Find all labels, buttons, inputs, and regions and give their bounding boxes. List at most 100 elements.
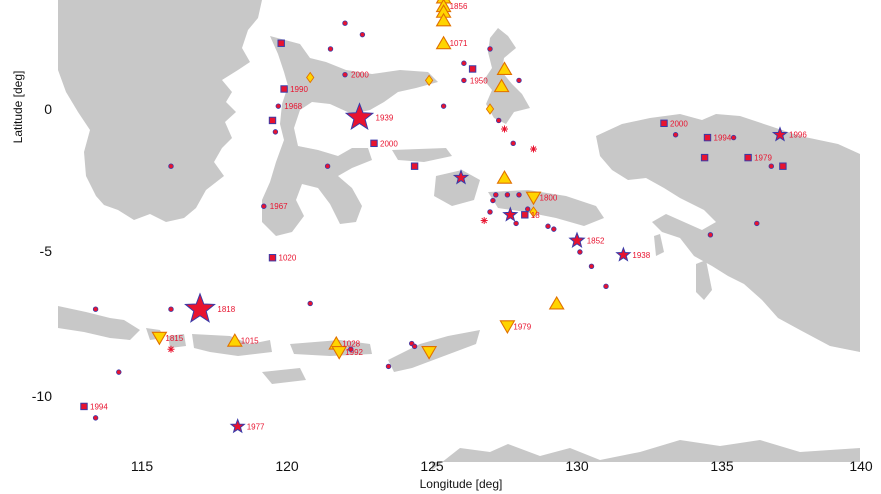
x-axis: 115 120 125 130 135 140 Longitude [deg] [131, 458, 873, 491]
earthquake-dot-marker [516, 77, 522, 84]
earthquake-dot-marker [730, 134, 737, 141]
earthquake-dot-marker [359, 31, 366, 38]
event-year-label: 1996 [789, 131, 807, 140]
earthquake-dot-marker [385, 363, 392, 370]
event-year-label: 1994 [90, 402, 108, 411]
event-year-label: 1992 [345, 348, 363, 357]
earthquake-dot-marker [461, 60, 467, 66]
event-year-label: 1968 [284, 102, 302, 111]
earthquake-dot-marker [92, 415, 99, 421]
earthquake-dot-marker [342, 71, 348, 78]
event-year-label: 2000 [670, 119, 688, 128]
volcano-triangle-down-marker [499, 320, 516, 334]
earthquake-dot-marker [168, 306, 174, 312]
earthquake-dot-marker [768, 163, 774, 169]
event-year-label: 1020 [279, 254, 297, 263]
earthquake-square-marker [703, 133, 712, 142]
earthquake-dot-marker [577, 249, 583, 255]
earthquake-square-marker [468, 65, 477, 73]
y-axis-title: Latitude [deg] [11, 71, 25, 144]
volcano-triangle-up-marker [493, 78, 510, 93]
volcano-diamond-marker [485, 103, 495, 115]
borneo-landmass [58, 0, 262, 222]
new-guinea-landmass [596, 114, 860, 352]
event-year-label: 1071 [450, 39, 468, 48]
buru-landmass [434, 170, 480, 206]
event-year-label: 1990 [290, 85, 308, 94]
earthquake-square-marker [370, 139, 378, 148]
volcano-triangle-down-marker [421, 346, 438, 360]
earthquake-dot-marker [496, 117, 502, 124]
earthquake-dot-marker [707, 232, 714, 238]
earthquake-square-marker [80, 402, 88, 411]
y-axis: 0 -5 -10 Latitude [deg] [11, 71, 52, 404]
earthquake-dot-marker [525, 206, 531, 212]
earthquake-star-marker [615, 246, 632, 262]
seram-landmass [488, 190, 604, 226]
earthquake-star-marker [771, 126, 789, 142]
event-year-label: 1938 [632, 251, 650, 260]
earthquake-square-marker [660, 119, 668, 127]
event-year-label: 1979 [754, 154, 772, 163]
event-year-label: 1852 [587, 237, 605, 246]
volcano-triangle-up-marker [435, 12, 452, 27]
earthquake-dot-marker [272, 129, 279, 135]
java-landmass [58, 306, 140, 340]
sulawesi-landmass [262, 36, 438, 236]
earthquake-square-marker [744, 153, 752, 162]
event-year-label: 1856 [450, 2, 468, 11]
event-year-label: 1028 [342, 340, 360, 349]
earthquake-square-marker [280, 85, 288, 93]
earthquake-dot-marker [327, 46, 334, 52]
earthquake-burst-marker [530, 145, 537, 153]
earthquake-dot-marker [603, 283, 609, 290]
event-year-label: 1815 [165, 334, 183, 343]
earthquake-dot-marker [545, 223, 551, 229]
earthquake-square-marker [779, 162, 787, 170]
earthquake-dot-marker [348, 346, 354, 352]
event-year-label: 1015 [241, 337, 259, 346]
earthquake-dot-marker [487, 46, 493, 52]
earthquake-dot-marker [307, 300, 313, 307]
volcano-diamond-marker [424, 74, 434, 87]
event-year-label: 1818 [217, 305, 235, 314]
earthquake-square-marker [700, 153, 709, 162]
lombok-landmass [168, 334, 186, 348]
event-year-label: 1967 [270, 202, 288, 211]
volcano-triangle-down-marker [151, 331, 168, 346]
halmahera-landmass [484, 28, 530, 124]
event-year-label: 1950 [470, 76, 488, 85]
event-year-label: 1977 [247, 422, 265, 431]
earthquake-dot-marker [490, 197, 496, 204]
earthquake-dot-marker [516, 192, 522, 198]
earthquake-dot-marker [588, 263, 595, 269]
event-markers [80, 0, 789, 434]
earthquake-star-marker [344, 102, 375, 131]
sumba-landmass [262, 368, 306, 384]
volcano-diamond-marker [306, 71, 315, 84]
x-tick-label: 130 [565, 458, 589, 474]
event-year-label: 1939 [376, 114, 394, 123]
x-tick-label: 125 [420, 458, 444, 474]
volcano-triangle-up-marker [226, 333, 243, 347]
earthquake-star-marker [184, 292, 216, 323]
earthquake-dot-marker [261, 203, 267, 209]
x-tick-label: 140 [849, 458, 873, 474]
volcano-triangle-down-marker [331, 346, 348, 360]
earthquake-dot-marker [411, 343, 418, 350]
aru-islands-landmass [696, 260, 712, 300]
earthquake-dot-marker [504, 192, 511, 198]
earthquake-dot-marker [493, 192, 499, 198]
event-year-label: 1994 [714, 134, 732, 143]
y-tick-label: 0 [44, 101, 52, 117]
earthquake-star-marker [568, 231, 586, 248]
x-tick-label: 115 [131, 458, 154, 474]
earthquake-dot-marker [92, 306, 99, 312]
earthquake-square-marker [521, 211, 529, 219]
earthquake-burst-marker [167, 345, 175, 353]
volcano-triangle-up-marker [496, 61, 513, 76]
volcano-triangle-down-marker [525, 191, 542, 206]
earthquake-dot-marker [461, 77, 467, 84]
earthquake-dot-marker [116, 369, 122, 375]
